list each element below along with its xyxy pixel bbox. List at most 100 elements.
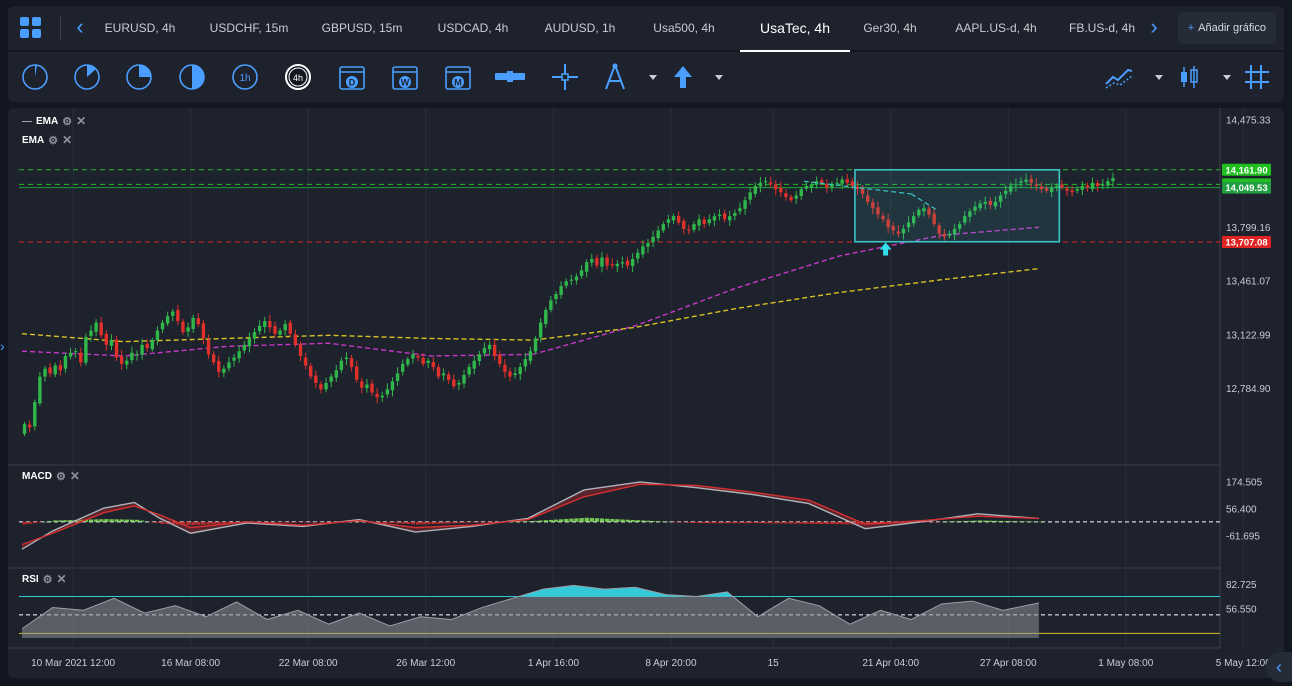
macd-histogram-bar: [671, 521, 676, 523]
arrow-tool-button[interactable]: [668, 62, 698, 92]
macd-histogram-bar: [308, 521, 313, 523]
candle-body: [426, 360, 430, 363]
macd-signal-fill: [22, 481, 1039, 550]
gear-icon[interactable]: ⚙: [56, 470, 66, 483]
macd-tick-label: -61.695: [1226, 531, 1260, 542]
arrow-tool-dropdown[interactable]: [704, 62, 723, 92]
macd-line: [21, 481, 1039, 550]
macd-histogram-bar: [635, 520, 641, 522]
calendar-w-icon: W: [392, 66, 418, 90]
candle-body: [687, 229, 691, 231]
timeframe-1m-button[interactable]: [20, 62, 50, 92]
candle-body: [268, 321, 272, 328]
candle-body: [237, 351, 241, 359]
tab-fb[interactable]: FB.US-d, 4h: [1068, 21, 1136, 35]
tab-usdcad[interactable]: USDCAD, 4h: [437, 21, 509, 35]
timeframe-1h-button[interactable]: 1h: [230, 62, 260, 92]
timeframe-15m-button[interactable]: [124, 62, 154, 92]
candle-body: [1095, 183, 1100, 186]
chart-type-button[interactable]: [1174, 62, 1204, 92]
candle-body: [176, 309, 180, 322]
tab-gbpusd[interactable]: GBPUSD, 15m: [321, 21, 403, 35]
candle-body: [201, 323, 206, 339]
tab-aapl[interactable]: AAPL.US-d, 4h: [955, 21, 1037, 35]
candle-body: [753, 185, 757, 194]
candle-body: [922, 208, 926, 212]
tab-usatec[interactable]: UsaTec, 4h: [740, 6, 850, 52]
price-tick-label: 13,461.07: [1226, 277, 1271, 288]
candle-body: [605, 257, 609, 266]
candle-body: [559, 286, 563, 295]
grid-icon: [1245, 65, 1269, 89]
close-icon[interactable]: ✕: [69, 469, 80, 483]
gear-icon[interactable]: ⚙: [62, 115, 73, 128]
side-panel-toggle-icon[interactable]: ›: [0, 338, 5, 354]
timeframe-m-button[interactable]: M: [443, 62, 473, 92]
macd-histogram-bar: [421, 521, 426, 525]
macd-histogram-bar: [834, 521, 840, 525]
macd-histogram-bar: [467, 521, 472, 523]
timeframe-w-button[interactable]: W: [390, 62, 420, 92]
candle-body: [1009, 185, 1013, 192]
gear-icon[interactable]: ⚙: [48, 134, 59, 147]
ema-slow-line: [21, 267, 1039, 343]
timeframe-4h-button[interactable]: 4h: [283, 62, 313, 92]
add-chart-button[interactable]: + Añadir gráfico: [1177, 12, 1276, 44]
tab-usa500[interactable]: Usa500, 4h: [653, 21, 715, 35]
macd-histogram-bar: [589, 517, 595, 522]
indicators-button[interactable]: [1104, 62, 1134, 92]
gear-icon[interactable]: ⚙: [42, 573, 53, 586]
grid-toggle-button[interactable]: [1242, 62, 1272, 92]
macd-histogram-bar: [278, 521, 283, 523]
candle-body: [257, 325, 262, 332]
tab-eurusd[interactable]: EURUSD, 4h: [104, 21, 176, 35]
macd-histogram-bar: [58, 520, 63, 522]
macd-histogram-bar: [651, 520, 656, 522]
tab-usdchf[interactable]: USDCHF, 15m: [209, 21, 289, 35]
chevron-down-icon: [715, 75, 723, 80]
grid-apps-icon[interactable]: [20, 17, 42, 39]
macd-histogram-bar: [957, 521, 962, 522]
candle-body: [370, 383, 374, 393]
macd-histogram-bar: [778, 521, 784, 524]
macd-histogram-bar: [293, 521, 298, 523]
tab-ger30[interactable]: Ger30, 4h: [863, 21, 917, 35]
candle-body: [79, 352, 83, 363]
timeframe-5m-button[interactable]: [72, 62, 102, 92]
drawing-tools-button[interactable]: [600, 62, 630, 92]
candle-body: [518, 367, 522, 375]
candle-body: [656, 230, 660, 239]
horizontal-ray-tool[interactable]: [495, 62, 525, 92]
macd-histogram-bar: [564, 518, 569, 522]
candle-body: [334, 370, 338, 378]
tab-audusd[interactable]: AUDUSD, 1h: [544, 21, 616, 35]
macd-histogram-bar: [191, 521, 196, 526]
tabs-next-icon[interactable]: ›: [1150, 14, 1158, 39]
indicators-dropdown[interactable]: [1144, 62, 1163, 92]
macd-histogram-bar: [615, 519, 620, 522]
timeframe-30m-button[interactable]: [177, 62, 207, 92]
close-icon[interactable]: ✕: [56, 572, 67, 586]
collapse-panel-icon[interactable]: ‹: [1266, 652, 1292, 682]
close-icon[interactable]: ✕: [76, 114, 87, 128]
macd-histogram-bar: [988, 520, 993, 522]
macd-tick-label: 56.400: [1226, 504, 1257, 515]
chart-type-dropdown[interactable]: [1212, 62, 1231, 92]
candle-body: [109, 340, 114, 346]
macd-histogram-bar: [661, 521, 666, 522]
candle-body: [84, 336, 88, 363]
candle-body: [564, 281, 568, 286]
candle-body: [503, 364, 507, 372]
rectangle-annotation: [854, 168, 1061, 243]
price-label-text: 13,707.08: [1225, 238, 1267, 249]
chart-panel[interactable]: 10 Mar 2021 12:00 16 Mar 08:00 22 Mar 08:0…: [8, 108, 1284, 678]
macd-histogram-bar: [201, 521, 206, 525]
timeframe-d-button[interactable]: D: [337, 62, 367, 92]
crosshair-tool[interactable]: [550, 62, 580, 92]
price-chart[interactable]: 10 Mar 2021 12:00 16 Mar 08:00 22 Mar 08:0…: [8, 108, 1284, 678]
close-icon[interactable]: ✕: [62, 133, 73, 147]
macd-histogram-bar: [947, 521, 952, 523]
drawing-tools-dropdown[interactable]: [638, 62, 657, 92]
candle-body: [661, 224, 666, 231]
tabs-prev-icon[interactable]: ‹: [76, 14, 84, 39]
